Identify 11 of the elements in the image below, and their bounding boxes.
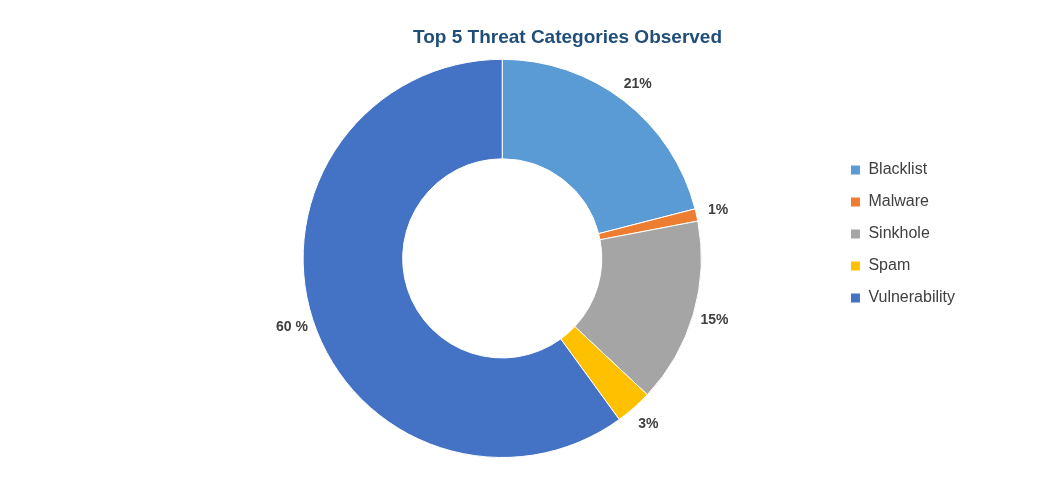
legend-label: Malware (868, 192, 929, 210)
legend-label: Spam (868, 256, 911, 274)
data-label: 1% (707, 201, 729, 218)
data-label: 3% (638, 415, 660, 432)
data-label: 15% (700, 310, 730, 327)
legend-label: Sinkhole (868, 224, 930, 242)
legend-label: Vulnerability (868, 288, 955, 306)
data-label: 21% (623, 74, 653, 91)
chart-title: Top 5 Threat Categories Observed (412, 25, 723, 47)
legend-label: Blacklist (868, 160, 928, 178)
data-label: 60 % (275, 317, 309, 334)
